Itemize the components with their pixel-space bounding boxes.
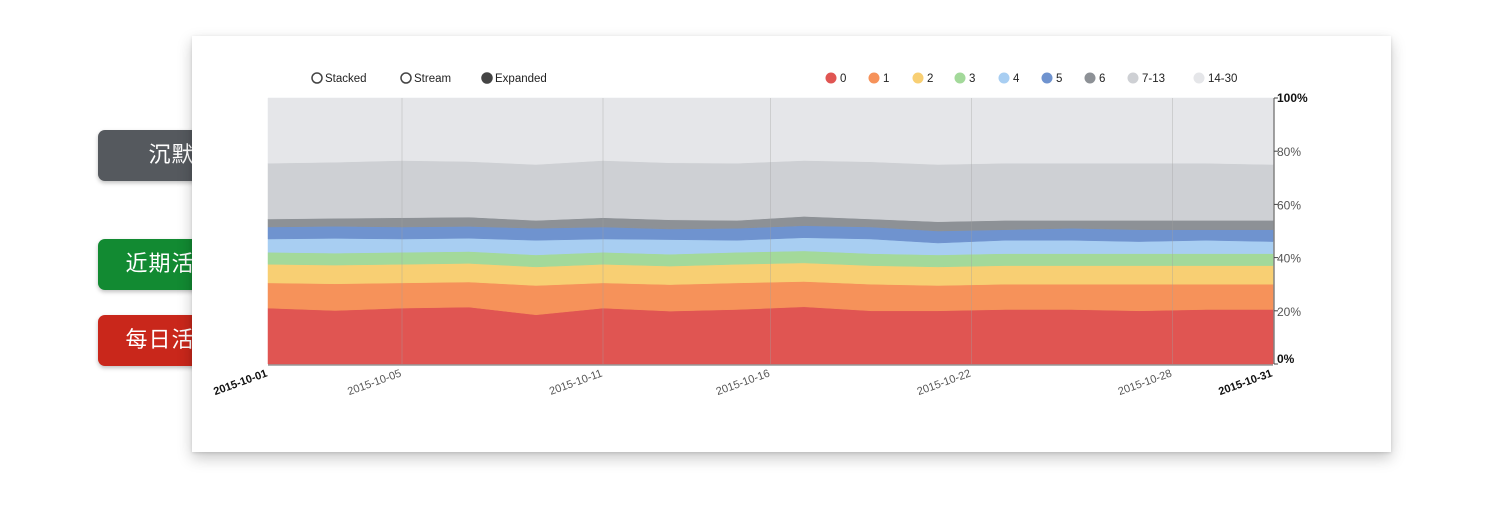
legend-label: 14-30 [1208,73,1237,85]
mode-option-label: Stream [414,73,451,85]
x-axis: 2015-10-01 2015-10-05 2015-10-11 2015-10-16… [212,364,1274,399]
x-tick-label: 2015-10-05 [346,368,403,399]
legend-swatch-icon[interactable] [1127,72,1139,84]
legend-label: 1 [883,73,889,85]
legend-item-6[interactable]: 6 [1084,72,1106,86]
legend-label: 6 [1099,73,1105,85]
legend-swatch-icon[interactable] [825,72,837,84]
y-tick-label: 20% [1277,305,1301,319]
grid-lines [401,98,1173,364]
y-tick-label: 40% [1277,252,1301,266]
area-series-14-30[interactable] [267,97,1274,165]
y-axis: 0% 20% 40% 60% 80% 100% [1273,91,1308,366]
mode-option-label: Expanded [495,73,547,85]
area-layers [267,97,1274,365]
legend-swatch-icon[interactable] [954,72,966,84]
x-tick-label: 2015-10-31 [1217,368,1274,399]
legend-item-1[interactable]: 1 [868,72,890,86]
mode-option-expanded[interactable]: Expanded [481,72,547,85]
mode-option-label: Stacked [325,73,367,85]
legend-label: 0 [840,73,846,85]
mode-option-stacked[interactable]: Stacked [311,72,367,85]
legend-label: 7-13 [1142,73,1165,85]
legend-swatch-icon[interactable] [998,72,1010,84]
y-tick-label: 0% [1277,352,1295,366]
y-tick-label: 100% [1277,91,1308,105]
y-tick-label: 60% [1277,198,1301,212]
legend-swatch-icon[interactable] [1041,72,1053,84]
legend-label: 3 [969,73,975,85]
legend-item-0[interactable]: 0 [825,72,847,86]
legend-item-4[interactable]: 4 [998,72,1021,86]
radio-icon[interactable] [311,72,323,84]
x-tick-label: 2015-10-28 [1117,368,1174,399]
legend-swatch-icon[interactable] [1193,72,1205,84]
legend-swatch-icon[interactable] [912,72,924,84]
radio-selected-icon[interactable] [481,72,493,84]
x-tick-label: 2015-10-11 [548,368,604,398]
x-tick-label: 2015-10-22 [916,368,973,399]
legend-item-14-30[interactable]: 14-30 [1193,72,1238,86]
legend-swatch-icon[interactable] [1084,72,1096,84]
mode-option-stream[interactable]: Stream [400,72,451,85]
y-tick-label: 80% [1277,145,1301,159]
legend-item-3[interactable]: 3 [954,72,976,86]
legend: 0 1 2 3 4 5 6 7-13 14-30 [825,72,1238,86]
legend-label: 5 [1056,73,1062,85]
legend-label: 4 [1013,73,1020,85]
legend-item-2[interactable]: 2 [912,72,934,86]
legend-label: 2 [927,73,933,85]
legend-swatch-icon[interactable] [868,72,880,84]
legend-item-5[interactable]: 5 [1041,72,1063,86]
x-tick-label: 2015-10-16 [715,368,772,399]
x-tick-label: 2015-10-01 [212,368,269,399]
legend-item-7-13[interactable]: 7-13 [1127,72,1166,86]
mode-controls: Stacked Stream Expanded [311,72,547,85]
radio-icon[interactable] [400,72,412,84]
